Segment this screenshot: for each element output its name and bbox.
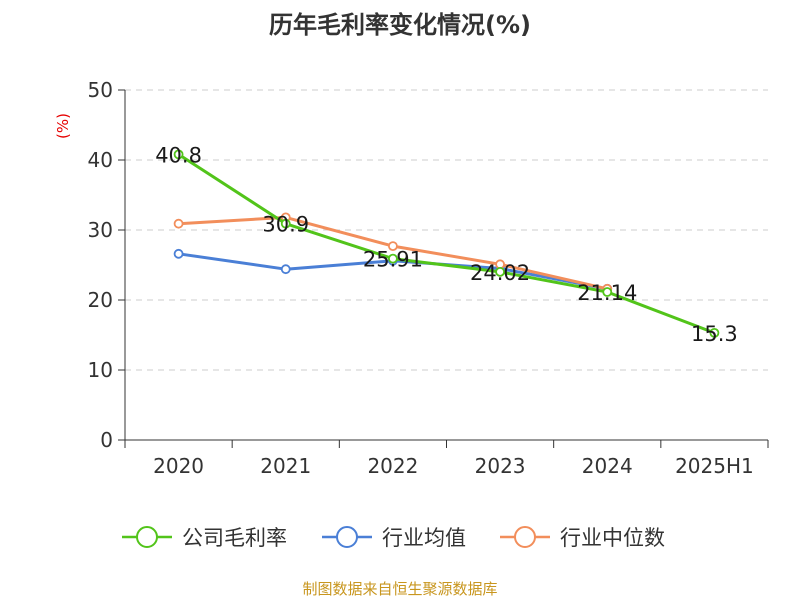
legend-item[interactable]: 行业均值 xyxy=(322,526,466,550)
legend[interactable]: 公司毛利率 行业均值 行业中位数 xyxy=(122,526,665,550)
data-label: 25.91 xyxy=(363,248,423,272)
data-point xyxy=(173,149,184,160)
data-label: 30.9 xyxy=(262,213,309,237)
data-point xyxy=(388,253,398,264)
legend-item[interactable]: 公司毛利率 xyxy=(122,526,287,550)
data-point xyxy=(173,248,184,259)
data-label: 24.02 xyxy=(470,261,530,285)
legend-marker-icon xyxy=(136,526,158,548)
y-tick-label: 10 xyxy=(88,358,113,382)
x-tick-label: 2022 xyxy=(367,454,418,478)
legend-label: 行业均值 xyxy=(382,526,466,550)
data-point xyxy=(388,241,398,252)
chart-title: 历年毛利率变化情况(%) xyxy=(269,11,531,39)
legend-marker-icon xyxy=(514,526,536,548)
legend-label: 行业中位数 xyxy=(560,526,665,550)
data-point xyxy=(709,327,720,338)
legend-item[interactable]: 行业中位数 xyxy=(500,526,665,550)
axes xyxy=(118,89,769,448)
y-axis-unit-label: (%) xyxy=(54,113,72,139)
x-tick-label: 2021 xyxy=(260,454,311,478)
x-tick-label: 2020 xyxy=(153,454,204,478)
data-point xyxy=(280,264,291,275)
source-note: 制图数据来自恒生聚源数据库 xyxy=(302,580,497,598)
x-tick-label: 2023 xyxy=(475,454,526,478)
y-tick-label: 40 xyxy=(88,148,113,172)
data-labels: 40.8 30.9 25.91 24.02 21.14 15.3 xyxy=(155,143,738,346)
legend-marker-icon xyxy=(336,526,358,548)
y-tick-label: 20 xyxy=(88,288,113,312)
data-label: 21.14 xyxy=(577,281,637,305)
data-point xyxy=(173,218,184,229)
data-point xyxy=(495,266,505,277)
y-tick-label: 0 xyxy=(100,428,113,452)
x-tick-label: 2024 xyxy=(582,454,633,478)
y-axis-tick-labels: 0 10 20 30 40 50 xyxy=(88,78,113,452)
data-label: 40.8 xyxy=(155,143,202,167)
y-tick-label: 30 xyxy=(88,218,113,242)
gridlines xyxy=(125,89,768,371)
x-axis-tick-labels: 2020 2021 2022 2023 2024 2025H1 xyxy=(153,454,754,478)
data-point xyxy=(602,287,613,297)
series-lines xyxy=(173,149,720,338)
series-line xyxy=(177,153,715,335)
x-tick-label: 2025H1 xyxy=(675,454,754,478)
data-point xyxy=(280,218,291,229)
data-label: 15.3 xyxy=(691,322,738,346)
y-tick-label: 50 xyxy=(88,78,113,102)
legend-label: 公司毛利率 xyxy=(182,526,287,550)
